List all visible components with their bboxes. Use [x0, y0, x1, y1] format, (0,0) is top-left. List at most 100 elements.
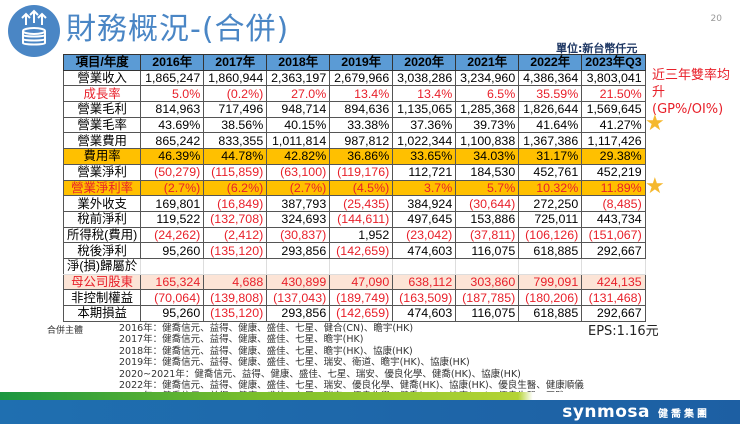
table-cell: 292,667	[581, 242, 646, 259]
table-cell: (2.7%)	[266, 179, 331, 197]
table-cell: 638,112	[392, 273, 457, 291]
row-label: 非控制權益	[62, 289, 142, 306]
table-cell: 814,963	[140, 101, 205, 118]
table-cell: 35.59%	[518, 85, 583, 103]
column-header: 2019年	[329, 54, 394, 71]
table-cell: 303,860	[455, 273, 520, 291]
table-cell: 1,569,645	[581, 101, 646, 118]
row-label: 母公司股東	[62, 273, 142, 291]
column-header: 2018年	[266, 54, 331, 71]
table-cell: 40.15%	[266, 116, 331, 134]
table-cell: 21.50%	[581, 85, 646, 103]
table-cell: 948,714	[266, 101, 331, 118]
column-header: 2023年Q3	[581, 54, 646, 71]
consolidation-line: 2020~2021年：健喬信元、益得、健康、盛佳、七星、瑞安、優良化學、健喬(H…	[119, 368, 521, 380]
table-row: 本期損益 95,260 (135,120) 293,856 (142,659) 474,6…	[62, 305, 646, 322]
table-cell	[140, 257, 205, 275]
table-cell: 324,693	[266, 210, 331, 228]
row-label: 營業淨利	[62, 163, 142, 181]
table-cell: 11.89%	[581, 179, 646, 197]
table-cell: (189,749)	[329, 289, 394, 306]
table-cell: (8,485)	[581, 195, 646, 212]
table-cell: (30,837)	[266, 226, 331, 244]
table-cell: (63,100)	[266, 163, 331, 181]
row-label: 稅前淨利	[62, 210, 142, 228]
table-cell: (115,859)	[203, 163, 268, 181]
table-cell: 292,667	[581, 305, 646, 322]
table-cell: 799,091	[518, 273, 583, 291]
table-cell: (106,126)	[518, 226, 583, 244]
table-row: 非控制權益 (70,064) (139,808) (137,043) (189,749)…	[62, 289, 646, 306]
table-cell: 31.17%	[518, 148, 583, 165]
row-label: 所得稅(費用)	[62, 226, 142, 244]
table-cell: (30,644)	[455, 195, 520, 212]
column-header: 2017年	[203, 54, 268, 71]
table-cell: 452,761	[518, 163, 583, 181]
table-cell	[455, 257, 520, 275]
table-cell: 95,260	[140, 305, 205, 322]
page-number: 20	[710, 14, 722, 24]
table-cell: 3.7%	[392, 179, 457, 197]
column-header: 項目/年度	[62, 54, 142, 71]
table-row: 稅前淨利 119,522 (132,708) 324,693 (144,611) 497,…	[62, 210, 646, 228]
table-cell: 384,924	[392, 195, 457, 212]
table-cell: 430,899	[266, 273, 331, 291]
table-cell: (142,659)	[329, 242, 394, 259]
row-label: 營業費用	[62, 132, 142, 150]
table-cell: 293,856	[266, 305, 331, 322]
table-cell: 474,603	[392, 305, 457, 322]
table-cell: 184,530	[455, 163, 520, 181]
table-cell	[581, 257, 646, 275]
table-cell: 44.78%	[203, 148, 268, 165]
table-cell: 452,219	[581, 163, 646, 181]
table-cell: (23,042)	[392, 226, 457, 244]
table-cell: 497,645	[392, 210, 457, 228]
table-cell: (24,262)	[140, 226, 205, 244]
table-cell: 33.65%	[392, 148, 457, 165]
table-cell: 1,952	[329, 226, 394, 244]
unit-label: 單位:新台幣仟元	[556, 42, 638, 55]
table-row: 營業毛利 814,963 717,496 948,714 894,636 1,135,06…	[62, 101, 646, 118]
table-cell: (151,067)	[581, 226, 646, 244]
table-cell: 4,688	[203, 273, 268, 291]
table-cell: 3,038,286	[392, 69, 457, 87]
table-cell	[266, 257, 331, 275]
column-header: 2016年	[140, 54, 205, 71]
table-cell: (139,808)	[203, 289, 268, 306]
table-row: 營業淨利率 (2.7%) (6.2%) (2.7%) (4.5%) 3.7% 5.7% 10.…	[62, 179, 646, 197]
table-cell: 2,679,966	[329, 69, 394, 87]
row-label: 費用率	[62, 148, 142, 165]
table-cell: 116,075	[455, 242, 520, 259]
table-cell: 165,324	[140, 273, 205, 291]
table-cell: 5.0%	[140, 85, 205, 103]
column-header: 2021年	[455, 54, 520, 71]
table-row: 營業淨利 (50,279) (115,859) (63,100) (119,176) 11…	[62, 163, 646, 181]
table-cell: 42.82%	[266, 148, 331, 165]
table-row: 母公司股東 165,324 4,688 430,899 47,090 638,112 303…	[62, 273, 646, 291]
consolidation-line: 2017年：健喬信元、益得、健康、盛佳、七星、瞻宇(HK)	[119, 334, 364, 346]
eps-label: EPS:1.16元	[588, 324, 659, 339]
table-cell: 116,075	[455, 305, 520, 322]
table-cell: 38.56%	[203, 116, 268, 134]
consolidation-line: 2022年：健喬信元、益得、健康、盛佳、七星、瑞安、優良化學、健喬(HK)、協康…	[119, 380, 584, 392]
table-cell: 293,856	[266, 242, 331, 259]
table-cell: 474,603	[392, 242, 457, 259]
table-cell: (187,785)	[455, 289, 520, 306]
consolidation-line: 2019年：健喬信元、益得、健康、盛佳、七星、瑞安、衛道、瞻宇(HK)、協康(H…	[119, 357, 470, 369]
table-cell: 13.4%	[392, 85, 457, 103]
table-cell: 47,090	[329, 273, 394, 291]
table-cell: (163,509)	[392, 289, 457, 306]
consolidation-list: 2016年：健喬信元、益得、健康、盛佳、七星、健合(CN)、瞻宇(HK) 2017…	[119, 323, 584, 403]
table-row: 稅後淨利 95,260 (135,120) 293,856 (142,659) 474,6…	[62, 242, 646, 259]
star-icon: ★	[645, 174, 665, 199]
table-cell: 618,885	[518, 242, 583, 259]
row-label: 成長率	[62, 85, 142, 103]
table-cell: 6.5%	[455, 85, 520, 103]
table-row: 所得稅(費用) (24,262) (2,412) (30,837) 1,952 (23,0…	[62, 226, 646, 244]
table-cell: 34.03%	[455, 148, 520, 165]
table-cell: 865,242	[140, 132, 205, 150]
table-cell: 2,363,197	[266, 69, 331, 87]
column-header: 2022年	[518, 54, 583, 71]
table-cell: 153,886	[455, 210, 520, 228]
table-cell: 3,234,960	[455, 69, 520, 87]
